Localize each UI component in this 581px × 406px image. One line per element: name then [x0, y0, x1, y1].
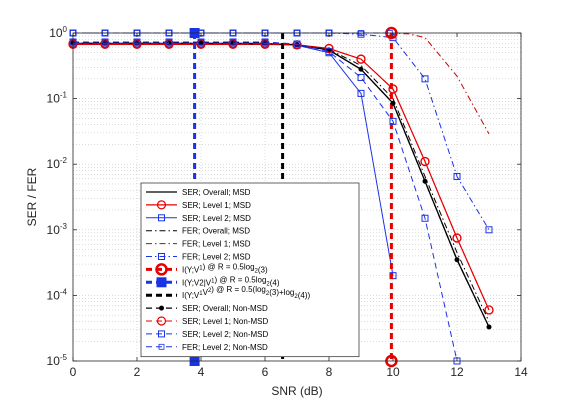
series-marker	[100, 38, 110, 49]
legend-box	[140, 182, 360, 358]
series-12	[69, 38, 461, 365]
series-marker	[454, 257, 460, 263]
y-tick-label: 10-2	[47, 156, 68, 171]
legend-entry: FER; Level 2; Non-MSD	[146, 343, 268, 352]
legend-swatch-marker	[158, 214, 165, 222]
legend-label: SER; Level 2; MSD	[182, 214, 251, 223]
legend-label: I(Y;V1) @ R = 0.5log2(3)	[182, 262, 268, 274]
series-marker	[420, 156, 430, 167]
series-marker	[390, 100, 396, 106]
series-marker	[133, 38, 141, 46]
legend-entry: FER; Level 2; MSD	[146, 253, 251, 262]
series-line	[73, 41, 458, 362]
legend-entry: I(Y;V1) @ R = 0.5log2(3)	[146, 262, 268, 276]
legend-swatch-marker	[156, 277, 167, 288]
series-layer	[68, 26, 494, 368]
series-marker	[421, 75, 429, 83]
x-tick-label: 6	[262, 365, 269, 379]
series-marker	[452, 233, 462, 243]
legend-label: FER; Overall; MSD	[182, 227, 250, 236]
series-marker	[132, 38, 142, 49]
legend-label: I(Y;V1V2) @ R = 0.5(log2(3)+log2(4))	[182, 285, 310, 300]
legend-entry: I(Y;V2|V1) @ R = 0.5log2(4)	[146, 275, 280, 288]
series-marker	[325, 48, 333, 56]
y-axis-label: SER / FER	[25, 167, 39, 226]
legend-entry: FER; Overall; MSD	[146, 227, 250, 236]
series-marker	[422, 178, 428, 184]
legend-entry: SER; Overall; MSD	[146, 188, 251, 197]
series-marker	[485, 226, 493, 234]
series-marker	[261, 38, 269, 46]
legend-swatch-marker	[158, 343, 165, 350]
legend-swatch-marker	[156, 316, 167, 326]
series-marker	[486, 324, 492, 330]
x-tick-label: 0	[70, 365, 77, 379]
legend-swatch-marker	[156, 200, 167, 210]
series-marker	[165, 38, 173, 46]
x-tick-label: 14	[514, 365, 528, 379]
y-tick-label: 10-5	[47, 353, 68, 368]
series-4	[73, 42, 490, 322]
y-tick-label: 10-1	[47, 91, 68, 106]
series-marker	[197, 38, 205, 46]
legend-entry: SER; Overall; Non-MSD	[146, 304, 268, 313]
legend-label: FER; Level 2; Non-MSD	[182, 343, 268, 352]
x-tick-label: 4	[198, 365, 205, 379]
series-marker	[293, 40, 301, 48]
legend-label: FER; Level 2; MSD	[182, 253, 251, 262]
legend-entry: SER; Level 2; Non-MSD	[146, 330, 268, 339]
series-marker	[389, 117, 397, 125]
legend-label: SER; Level 1; Non-MSD	[182, 317, 268, 326]
legend-entry: FER; Level 1; MSD	[146, 240, 251, 249]
legend-entry: SER; Level 1; MSD	[146, 200, 251, 210]
legend-entry: I(Y;V1V2) @ R = 0.5(log2(3)+log2(4))	[146, 285, 310, 300]
series-marker	[324, 43, 334, 54]
axis-ticks: 0 2 4 6 8 10 12 14 100 10-1 10-2 10-3 10-4 10-5	[47, 25, 528, 379]
series-marker	[260, 38, 270, 49]
y-tick-label: 100	[49, 25, 67, 40]
series-marker	[196, 38, 206, 49]
x-tick-label: 10	[386, 365, 400, 379]
series-11	[68, 38, 494, 315]
x-tick-label: 12	[450, 365, 464, 379]
legend-label: SER; Overall; MSD	[182, 188, 251, 197]
legend-label: FER; Level 1; MSD	[182, 240, 251, 249]
legend-label: SER; Level 2; Non-MSD	[182, 330, 268, 339]
legend-label: I(Y;V2|V1) @ R = 0.5log2(4)	[182, 275, 280, 287]
series-marker	[357, 73, 365, 81]
x-tick-label: 2	[134, 365, 141, 379]
legend-swatch-marker	[158, 330, 165, 338]
series-marker	[101, 38, 109, 46]
y-tick-label: 10-4	[47, 287, 68, 302]
legend-swatch-marker	[158, 253, 165, 260]
legend-label: SER; Overall; Non-MSD	[182, 304, 268, 313]
series-marker	[358, 66, 364, 72]
plot-frame	[72, 32, 522, 362]
series-marker	[484, 305, 494, 315]
series-marker	[357, 30, 365, 38]
x-tick-label: 8	[326, 365, 333, 379]
series-marker	[357, 89, 365, 97]
series-marker	[164, 38, 174, 49]
series-marker	[388, 84, 398, 94]
legend-swatch-marker	[155, 263, 168, 276]
series-line	[73, 42, 490, 328]
series-marker	[356, 54, 366, 64]
legend-entry: SER; Level 2; MSD	[146, 214, 251, 223]
series-marker	[229, 38, 237, 46]
legend-swatch-marker	[159, 305, 164, 311]
series-marker	[421, 214, 429, 222]
legend-label: SER; Level 1; MSD	[182, 201, 251, 210]
series-marker	[453, 172, 461, 180]
y-tick-label: 10-3	[47, 222, 68, 237]
x-axis-label: SNR (dB)	[271, 384, 322, 398]
series-line	[73, 42, 490, 322]
series-marker	[228, 38, 238, 49]
legend: SER; Overall; MSD SER; Level 1; MSD SER; L…	[140, 182, 360, 358]
legend-entry: SER; Level 1; Non-MSD	[146, 316, 268, 326]
